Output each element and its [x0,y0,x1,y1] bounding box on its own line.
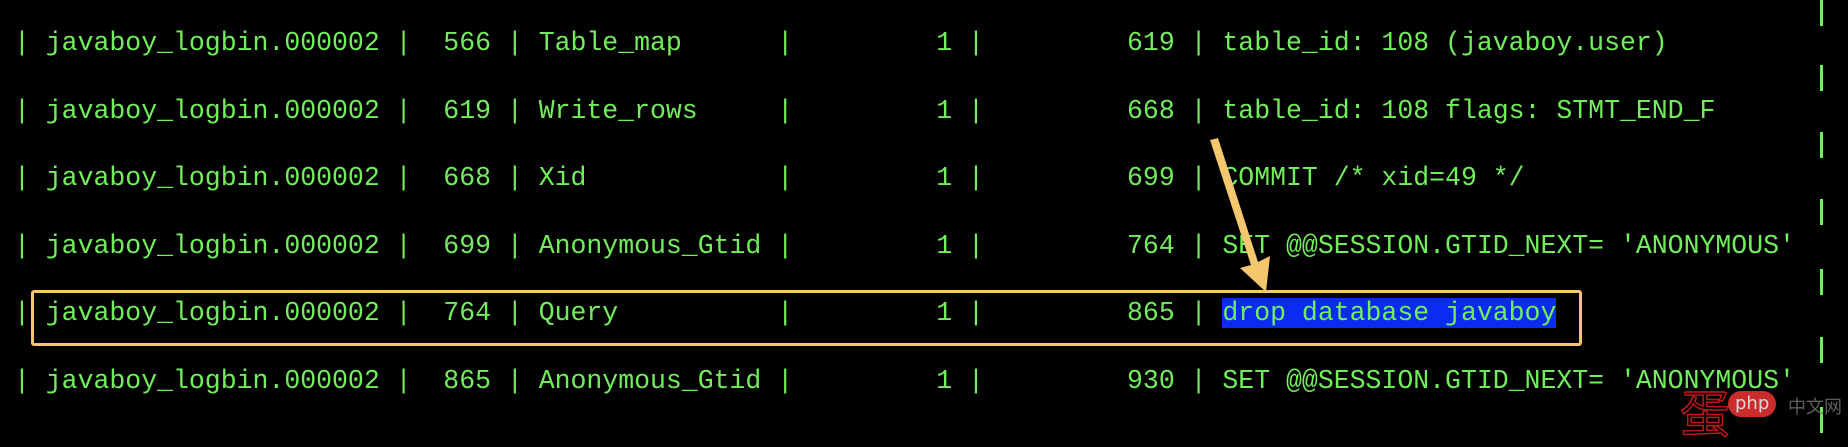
column-separator: | [777,365,794,396]
column-separator: | [968,365,984,396]
column-separator: | [1190,163,1207,193]
pos-cell: 865 [443,365,492,396]
event-type-cell: Anonymous_Gtid [538,365,762,396]
column-separator: | [1190,365,1207,396]
arrow-icon [1210,138,1270,292]
column-separator: | [395,163,412,193]
column-separator: | [14,230,30,261]
log-name-cell: javaboy_logbin.000002 [45,28,380,58]
column-separator: | [1190,230,1207,261]
column-separator: | [506,28,523,58]
column-separator: | [506,298,523,328]
watermark-glyph: 蛋 [1679,385,1731,445]
event-type-cell: Anonymous_Gtid [538,230,762,261]
table-row: | javaboy_logbin.000002 | 865 | Anonymous_Gti… [14,348,1795,416]
column-separator: | [506,95,523,126]
column-separator: | [14,163,30,193]
column-separator: | [14,95,30,126]
watermark-badge: php [1728,391,1777,417]
column-separator: | [14,298,30,328]
column-separator: | [506,365,523,396]
server-id-cell: 1 [936,230,953,261]
column-separator: | [968,163,984,193]
server-id-cell: 1 [936,95,953,126]
column-separator: | [14,28,30,58]
end-log-pos-cell: 930 [1127,365,1175,396]
column-separator: | [1190,95,1207,126]
event-type-cell: Query [538,298,619,328]
event-type-cell: Table_map [538,28,682,58]
pos-cell: 619 [443,95,492,126]
column-separator: | [506,230,523,261]
column-separator: | [777,28,794,58]
wrapped-line-pipe [1820,199,1823,225]
column-separator: | [968,28,984,58]
info-cell: table_id: 108 (javaboy.user) [1222,28,1668,58]
event-type-cell: Write_rows [538,95,698,126]
wrapped-line-pipe [1820,0,1823,26]
wrapped-line-pipe [1820,132,1823,158]
table-row: | javaboy_logbin.000002 | 699 | Anonymous_Gti… [14,213,1795,281]
column-separator: | [395,298,412,328]
selected-text-drop-database[interactable]: drop database javaboy [1222,298,1557,328]
watermark-logo: 蛋 php 中文网 [1679,375,1848,445]
log-name-cell: javaboy_logbin.000002 [45,365,380,396]
column-separator: | [395,95,412,126]
binlog-events-table: | javaboy_logbin.000002 | 566 | Table_map | 1 | 6… [14,10,1795,415]
table-row: | javaboy_logbin.000002 | 668 | Xid | 1 | 699 | COM… [14,145,1795,213]
log-name-cell: javaboy_logbin.000002 [45,230,380,261]
pos-cell: 764 [443,298,492,328]
server-id-cell: 1 [936,163,953,193]
event-type-cell: Xid [538,163,587,193]
end-log-pos-cell: 619 [1127,28,1175,58]
column-separator: | [506,163,523,193]
column-separator: | [777,298,794,328]
column-separator: | [968,230,984,261]
end-log-pos-cell: 865 [1127,298,1175,328]
pos-cell: 566 [443,28,492,58]
wrapped-line-pipe [1820,407,1823,433]
info-cell: COMMIT /* xid=49 */ [1222,163,1525,193]
watermark-suffix: 中文网 [1788,397,1842,418]
info-cell: table_id: 108 flags: STMT_END_F [1222,95,1716,126]
log-name-cell: javaboy_logbin.000002 [45,95,380,126]
server-id-cell: 1 [936,365,953,396]
server-id-cell: 1 [936,298,953,328]
table-row-selected: | javaboy_logbin.000002 | 764 | Query | 1 | 865 | d… [14,280,1795,348]
column-separator: | [777,95,794,126]
column-separator: | [777,230,794,261]
table-row: | javaboy_logbin.000002 | 619 | Write_rows | 1 |… [14,78,1795,146]
wrapped-line-pipe [1820,269,1823,295]
server-id-cell: 1 [936,28,953,58]
column-separator: | [395,28,412,58]
log-name-cell: javaboy_logbin.000002 [45,163,380,193]
end-log-pos-cell: 764 [1127,230,1175,261]
pos-cell: 699 [443,230,492,261]
log-name-cell: javaboy_logbin.000002 [45,298,380,328]
highlight-box-annotation [31,290,1582,346]
column-separator: | [968,298,984,328]
end-log-pos-cell: 668 [1127,95,1175,126]
wrapped-line-pipe [1820,337,1823,363]
end-log-pos-cell: 699 [1127,163,1175,193]
column-separator: | [968,95,984,126]
wrapped-line-pipe [1820,65,1823,91]
info-cell: SET @@SESSION.GTID_NEXT= 'ANONYMOUS' [1222,365,1795,396]
column-separator: | [14,365,30,396]
column-separator: | [395,365,412,396]
table-row: | javaboy_logbin.000002 | 566 | Table_map | 1 | 6… [14,10,1795,78]
column-separator: | [777,163,794,193]
column-separator: | [395,230,412,261]
column-separator: | [1190,298,1207,328]
column-separator: | [1190,28,1207,58]
pos-cell: 668 [443,163,492,193]
